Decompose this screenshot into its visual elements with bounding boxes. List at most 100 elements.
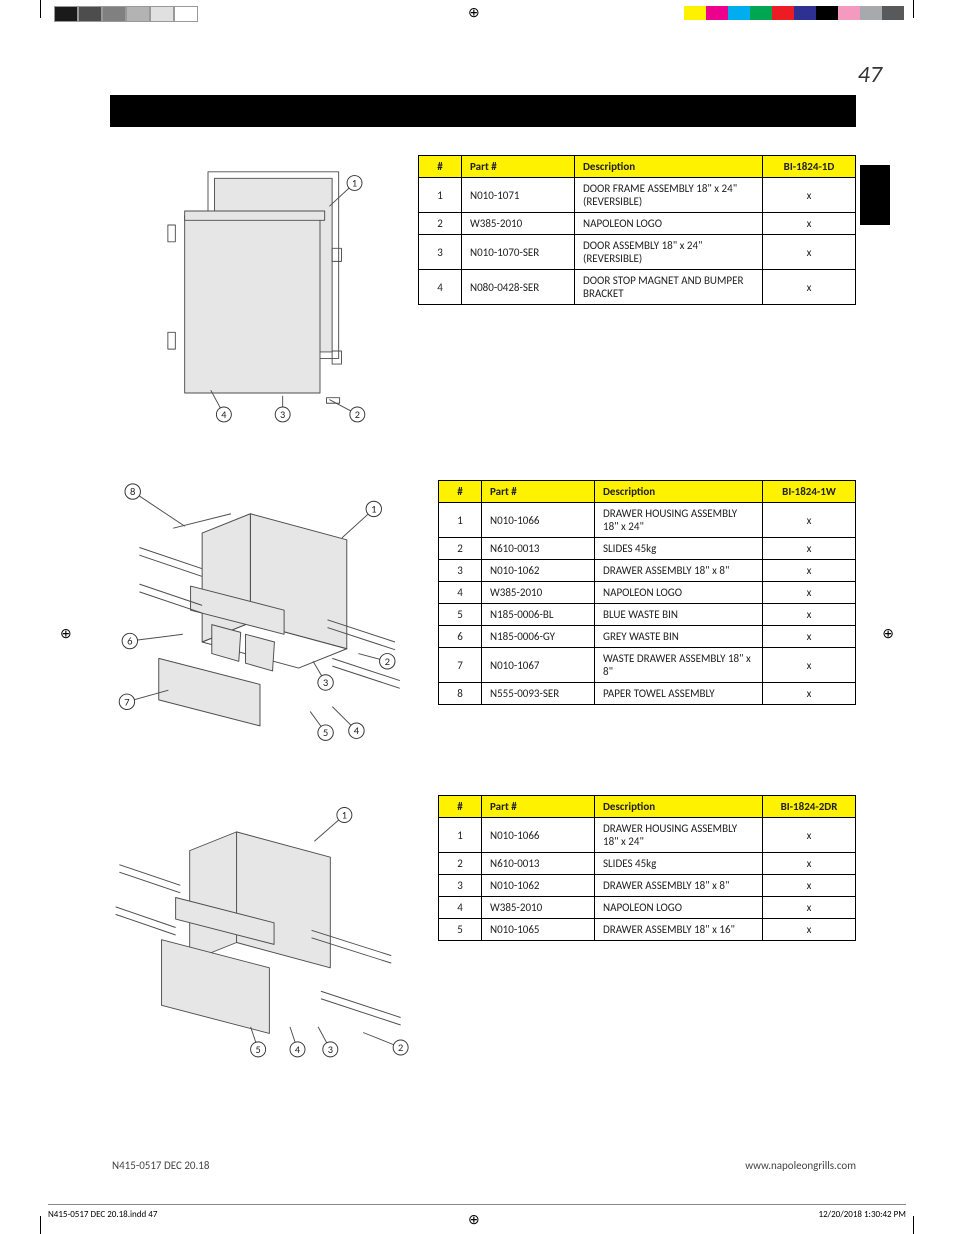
cell-number: 7 xyxy=(439,648,482,683)
parts-table: #Part #DescriptionBI-1824-1W1N010-1066DR… xyxy=(438,480,856,705)
table-row: 7N010-1067WASTE DRAWER ASSEMBLY 18" x 8"… xyxy=(439,648,856,683)
cell-part: N010-1062 xyxy=(482,875,595,897)
callout-number: 4 xyxy=(295,1043,301,1056)
cell-mark: x xyxy=(763,818,856,853)
cell-description: WASTE DRAWER ASSEMBLY 18" x 8" xyxy=(595,648,763,683)
parts-table-wrap: #Part #DescriptionBI-1824-1W1N010-1066DR… xyxy=(438,480,856,705)
assembly-row: 12345 #Part #DescriptionBI-1824-2DR1N010… xyxy=(110,795,856,1075)
cell-number: 2 xyxy=(439,853,482,875)
cell-number: 1 xyxy=(419,178,462,213)
cell-number: 3 xyxy=(419,235,462,270)
cell-part: W385-2010 xyxy=(482,897,595,919)
cell-number: 5 xyxy=(439,604,482,626)
cell-part: N010-1071 xyxy=(462,178,575,213)
header-bar xyxy=(110,95,856,127)
cell-mark: x xyxy=(763,235,856,270)
col-number: # xyxy=(439,481,482,503)
table-row: 3N010-1062DRAWER ASSEMBLY 18" x 8"x xyxy=(439,560,856,582)
callout-number: 2 xyxy=(355,408,360,421)
cell-part: N010-1062 xyxy=(482,560,595,582)
registration-mark-icon: ⊕ xyxy=(468,4,480,21)
callout-number: 3 xyxy=(323,676,328,689)
imposition-file: N415-0517 DEC 20.18.indd 47 xyxy=(48,1209,157,1220)
registration-mark-icon: ⊕ xyxy=(882,625,894,642)
cell-part: N080-0428-SER xyxy=(462,270,575,305)
crop-mark xyxy=(913,1216,914,1234)
table-row: 2N610-0013SLIDES 45kgx xyxy=(439,538,856,560)
cell-description: DRAWER ASSEMBLY 18" x 8" xyxy=(595,875,763,897)
cell-description: DRAWER ASSEMBLY 18" x 16" xyxy=(595,919,763,941)
parts-table-wrap: #Part #DescriptionBI-1824-2DR1N010-1066D… xyxy=(438,795,856,941)
callout-number: 1 xyxy=(371,502,376,515)
callout-number: 1 xyxy=(352,176,357,189)
cell-mark: x xyxy=(763,213,856,235)
assembly-row: 12345678 #Part #DescriptionBI-1824-1W1N0… xyxy=(110,480,856,750)
cell-mark: x xyxy=(763,875,856,897)
cell-number: 5 xyxy=(439,919,482,941)
cell-description: DRAWER HOUSING ASSEMBLY 18" x 24" xyxy=(595,818,763,853)
cell-number: 8 xyxy=(439,683,482,705)
cell-number: 4 xyxy=(439,582,482,604)
cell-description: PAPER TOWEL ASSEMBLY xyxy=(595,683,763,705)
table-row: 1N010-1066DRAWER HOUSING ASSEMBLY 18" x … xyxy=(439,503,856,538)
cell-number: 3 xyxy=(439,560,482,582)
cell-number: 2 xyxy=(439,538,482,560)
table-row: 2W385-2010NAPOLEON LOGOx xyxy=(419,213,856,235)
cell-description: DRAWER HOUSING ASSEMBLY 18" x 24" xyxy=(595,503,763,538)
col-part: Part # xyxy=(482,481,595,503)
cell-description: DOOR ASSEMBLY 18" x 24" (REVERSIBLE) xyxy=(575,235,763,270)
cell-mark: x xyxy=(763,582,856,604)
cell-part: N610-0013 xyxy=(482,853,595,875)
col-model: BI-1824-1W xyxy=(763,481,856,503)
cell-mark: x xyxy=(763,853,856,875)
table-row: 1N010-1066DRAWER HOUSING ASSEMBLY 18" x … xyxy=(439,818,856,853)
page-number: 47 xyxy=(858,60,882,89)
crop-mark xyxy=(40,1216,41,1234)
cell-number: 6 xyxy=(439,626,482,648)
callout-number: 4 xyxy=(221,408,227,421)
cell-mark: x xyxy=(763,626,856,648)
cell-description: NAPOLEON LOGO xyxy=(595,897,763,919)
cell-part: N185-0006-GY xyxy=(482,626,595,648)
cell-description: DOOR STOP MAGNET AND BUMPER BRACKET xyxy=(575,270,763,305)
cell-part: W385-2010 xyxy=(482,582,595,604)
table-row: 3N010-1062DRAWER ASSEMBLY 18" x 8"x xyxy=(439,875,856,897)
table-row: 4W385-2010NAPOLEON LOGOx xyxy=(439,897,856,919)
cell-part: N010-1066 xyxy=(482,503,595,538)
cell-description: BLUE WASTE BIN xyxy=(595,604,763,626)
col-description: Description xyxy=(575,156,763,178)
assembly-row: 1234 #Part #DescriptionBI-1824-1D1N010-1… xyxy=(110,155,856,435)
color-bar-right xyxy=(684,6,904,20)
section-tab xyxy=(860,165,890,225)
imposition-timestamp: 12/20/2018 1:30:42 PM xyxy=(819,1209,906,1220)
cell-number: 3 xyxy=(439,875,482,897)
callout-number: 5 xyxy=(256,1043,261,1056)
crop-mark xyxy=(913,0,914,18)
table-row: 2N610-0013SLIDES 45kgx xyxy=(439,853,856,875)
cell-mark: x xyxy=(763,604,856,626)
cell-mark: x xyxy=(763,538,856,560)
footer-doc-id: N415-0517 DEC 20.18 xyxy=(112,1159,209,1172)
table-row: 4N080-0428-SERDOOR STOP MAGNET AND BUMPE… xyxy=(419,270,856,305)
cell-mark: x xyxy=(763,648,856,683)
cell-part: N610-0013 xyxy=(482,538,595,560)
callout-number: 5 xyxy=(323,726,328,739)
col-description: Description xyxy=(595,796,763,818)
cell-number: 2 xyxy=(419,213,462,235)
registration-mark-icon: ⊕ xyxy=(60,625,72,642)
callout-number: 8 xyxy=(130,485,135,498)
cell-description: NAPOLEON LOGO xyxy=(595,582,763,604)
cell-mark: x xyxy=(763,897,856,919)
cell-number: 4 xyxy=(439,897,482,919)
exploded-diagram: 1234 xyxy=(110,155,390,435)
cell-mark: x xyxy=(763,683,856,705)
table-row: 1N010-1071DOOR FRAME ASSEMBLY 18" x 24" … xyxy=(419,178,856,213)
cell-part: N555-0093-SER xyxy=(482,683,595,705)
exploded-diagram: 12345 xyxy=(110,795,410,1075)
callout-number: 2 xyxy=(385,655,390,668)
cell-part: N010-1067 xyxy=(482,648,595,683)
callout-number: 7 xyxy=(124,695,130,708)
table-row: 5N185-0006-BLBLUE WASTE BINx xyxy=(439,604,856,626)
col-description: Description xyxy=(595,481,763,503)
col-number: # xyxy=(419,156,462,178)
